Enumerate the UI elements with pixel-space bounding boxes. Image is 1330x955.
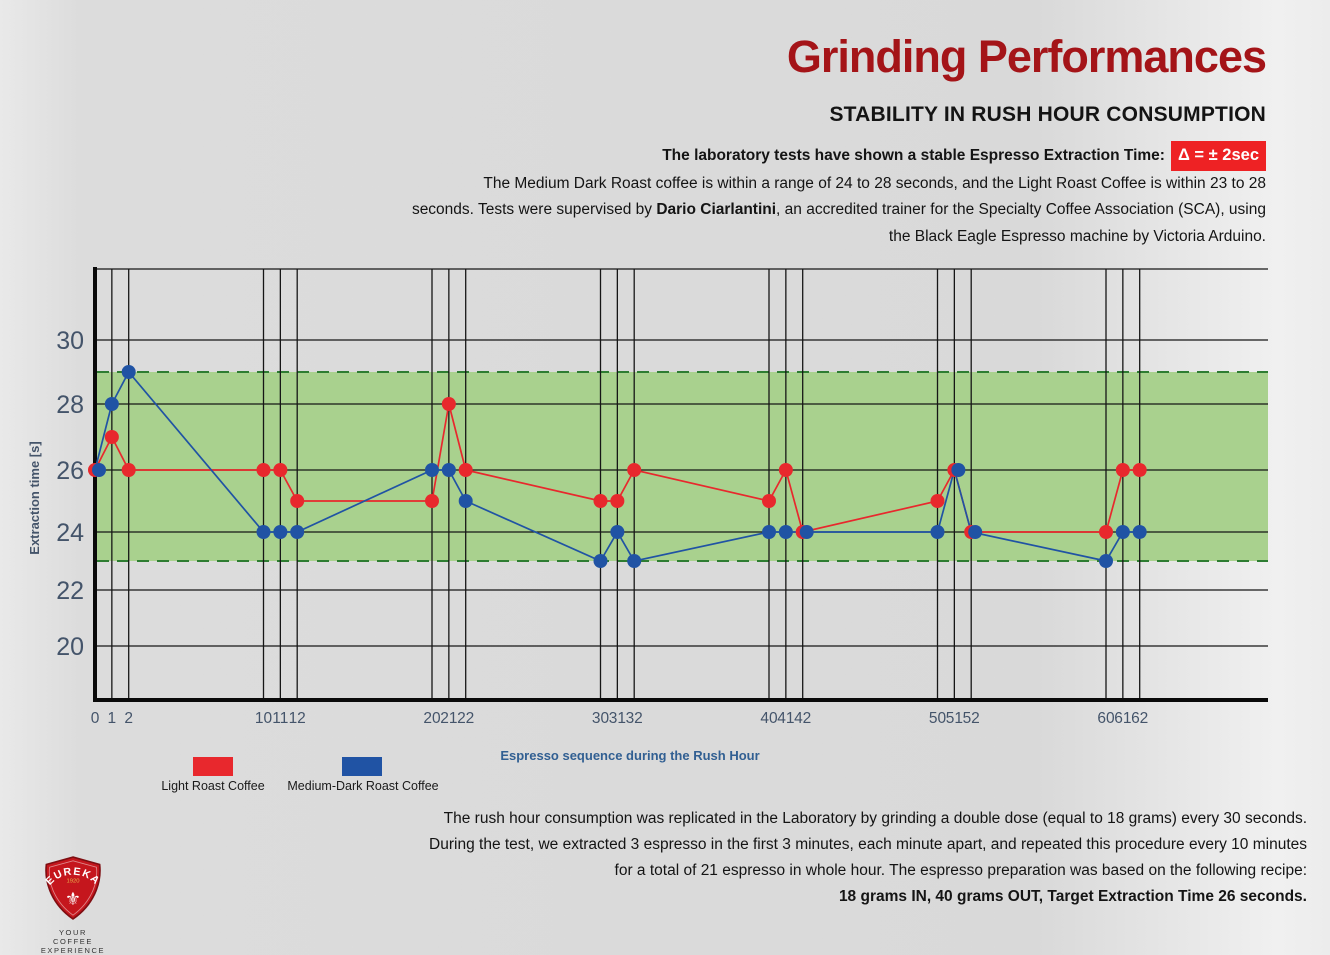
data-point <box>441 463 456 477</box>
data-point <box>968 525 983 539</box>
data-point <box>1132 463 1147 477</box>
trainer-name: Dario Ciarlantini <box>656 201 777 218</box>
data-point <box>593 494 608 508</box>
y-tick-label: 20 <box>56 633 84 661</box>
data-point <box>121 463 136 477</box>
intro-paragraph: The laboratory tests have shown a stable… <box>412 141 1266 250</box>
intro-line-1: The laboratory tests have shown a stable… <box>412 141 1266 171</box>
x-tick-label: 1 <box>108 710 117 727</box>
data-point <box>1115 463 1130 477</box>
data-point <box>627 463 642 477</box>
data-point <box>610 494 625 508</box>
page-title: Grinding Performances <box>786 31 1267 82</box>
footer-line-3: for a total of 21 espresso in whole hour… <box>614 862 1307 879</box>
data-point <box>951 463 966 477</box>
data-point <box>1099 554 1113 568</box>
data-point <box>290 494 305 508</box>
logo-tagline: YOUR COFFEE EXPERIENCE <box>40 928 106 955</box>
x-tick-label: 21 <box>440 710 457 727</box>
intro-bold-text: The laboratory tests have shown a stable… <box>662 146 1165 164</box>
fleur-de-lis-icon: ⚜ <box>65 889 81 909</box>
y-tick-label: 30 <box>56 327 84 355</box>
logo-year-text: 1920 <box>66 879 80 885</box>
data-point <box>1132 525 1147 539</box>
eureka-logo: EUREKA 1920 ⚜ YOUR COFFEE EXPERIENCE <box>38 856 108 955</box>
x-tick-label: 22 <box>457 710 474 727</box>
data-point <box>799 525 814 539</box>
x-tick-label: 10 <box>255 710 273 727</box>
intro-line-3: seconds. Tests were supervised by Dario … <box>411 201 1266 218</box>
data-point <box>627 554 642 568</box>
x-tick-label: 12 <box>289 710 306 727</box>
footer-recipe: 18 grams IN, 40 grams OUT, Target Extrac… <box>838 888 1307 905</box>
data-point <box>458 494 473 508</box>
x-tick-label: 2 <box>124 710 133 727</box>
data-point <box>1115 525 1130 539</box>
y-tick-label: 26 <box>56 457 84 485</box>
data-point <box>610 525 625 539</box>
x-tick-label: 42 <box>794 710 811 727</box>
data-point <box>425 463 439 477</box>
page-subtitle: STABILITY IN RUSH HOUR CONSUMPTION <box>829 103 1266 126</box>
data-point <box>1099 525 1113 539</box>
x-tick-label: 31 <box>609 710 626 727</box>
data-point <box>778 463 793 477</box>
data-point <box>425 494 439 508</box>
footer-line-2: During the test, we extracted 3 espresso… <box>429 836 1307 853</box>
data-point <box>290 525 305 539</box>
data-point <box>778 525 793 539</box>
legend-swatch-medium-dark <box>342 757 382 776</box>
legend-label-light-roast: Light Roast Coffee <box>161 779 265 793</box>
x-tick-label: 61 <box>1114 710 1131 727</box>
data-point <box>458 463 473 477</box>
data-point <box>256 525 271 539</box>
x-tick-label: 62 <box>1131 710 1148 727</box>
footer-line-1: The rush hour consumption was replicated… <box>443 810 1307 827</box>
legend-label-medium-dark: Medium-Dark Roast Coffee <box>287 779 439 793</box>
data-point <box>762 494 776 508</box>
x-tick-label: 20 <box>423 710 441 727</box>
data-point <box>273 525 288 539</box>
eureka-shield-icon: EUREKA 1920 ⚜ <box>43 856 101 920</box>
y-tick-label: 28 <box>56 391 84 419</box>
data-point <box>441 397 456 411</box>
data-point <box>762 525 776 539</box>
x-tick-label: 32 <box>626 710 643 727</box>
x-tick-label: 51 <box>946 710 963 727</box>
x-axis-title: Espresso sequence during the Rush Hour <box>500 748 760 763</box>
y-tick-label: 24 <box>56 519 84 547</box>
x-tick-label: 41 <box>777 710 794 727</box>
y-axis-title: Extraction time [s] <box>27 441 42 555</box>
delta-badge: Δ = ± 2sec <box>1170 141 1266 171</box>
data-point <box>930 494 945 508</box>
data-point <box>256 463 271 477</box>
header: Grinding Performances STABILITY IN RUSH … <box>786 31 1267 127</box>
footer-paragraph: The rush hour consumption was replicated… <box>429 806 1307 910</box>
data-point <box>104 430 119 444</box>
x-tick-label: 60 <box>1097 710 1115 727</box>
x-tick-label: 50 <box>929 710 947 727</box>
x-tick-label: 52 <box>963 710 980 727</box>
x-tick-label: 30 <box>592 710 610 727</box>
y-tick-label: 22 <box>56 577 84 605</box>
x-tick-label: 0 <box>91 710 100 727</box>
data-point <box>92 463 106 477</box>
data-point <box>930 525 945 539</box>
data-point <box>121 365 136 379</box>
x-tick-label: 11 <box>272 710 288 727</box>
data-point <box>273 463 288 477</box>
legend-swatch-light-roast <box>193 757 233 776</box>
data-point <box>104 397 119 411</box>
x-tick-label: 40 <box>760 710 778 727</box>
intro-line-2: The Medium Dark Roast coffee is within a… <box>483 174 1266 192</box>
data-point <box>593 554 608 568</box>
intro-line-4: the Black Eagle Espresso machine by Vict… <box>888 227 1266 245</box>
